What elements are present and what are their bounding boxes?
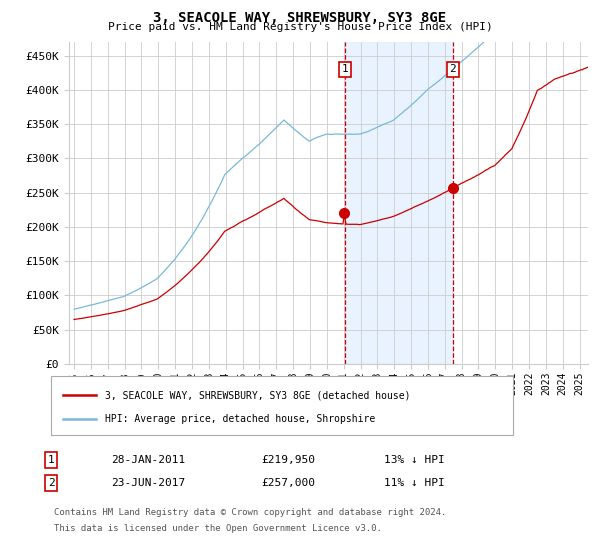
Text: 11% ↓ HPI: 11% ↓ HPI: [384, 478, 445, 488]
Bar: [345, 42, 452, 364]
Text: 1: 1: [341, 64, 349, 74]
Text: 2: 2: [47, 478, 55, 488]
Text: 28-JAN-2011: 28-JAN-2011: [111, 455, 185, 465]
Text: 23-JUN-2017: 23-JUN-2017: [111, 478, 185, 488]
Text: Contains HM Land Registry data © Crown copyright and database right 2024.: Contains HM Land Registry data © Crown c…: [54, 508, 446, 517]
Text: 3, SEACOLE WAY, SHREWSBURY, SY3 8GE (detached house): 3, SEACOLE WAY, SHREWSBURY, SY3 8GE (det…: [105, 390, 410, 400]
Text: 13% ↓ HPI: 13% ↓ HPI: [384, 455, 445, 465]
Text: 1: 1: [47, 455, 55, 465]
Text: Price paid vs. HM Land Registry's House Price Index (HPI): Price paid vs. HM Land Registry's House …: [107, 22, 493, 32]
Text: £257,000: £257,000: [261, 478, 315, 488]
Text: 2: 2: [449, 64, 456, 74]
Text: £219,950: £219,950: [261, 455, 315, 465]
Text: This data is licensed under the Open Government Licence v3.0.: This data is licensed under the Open Gov…: [54, 524, 382, 533]
Text: 3, SEACOLE WAY, SHREWSBURY, SY3 8GE: 3, SEACOLE WAY, SHREWSBURY, SY3 8GE: [154, 11, 446, 25]
Text: HPI: Average price, detached house, Shropshire: HPI: Average price, detached house, Shro…: [105, 414, 375, 424]
